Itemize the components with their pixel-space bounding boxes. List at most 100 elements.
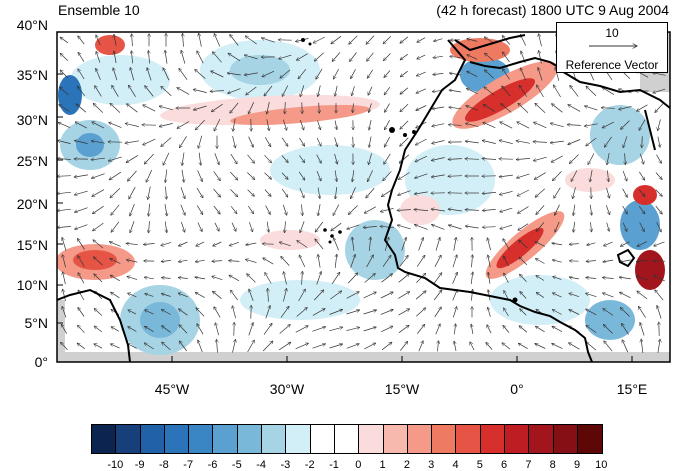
wind-vector [197,324,204,335]
wind-vector [78,273,85,284]
wind-vector [212,276,223,281]
wind-vector [654,241,665,246]
wind-vector [114,34,117,46]
wind-vector [319,102,320,114]
wind-vector [249,289,254,302]
wind-vector [380,226,394,228]
wind-vector [488,307,491,317]
wind-vector [550,141,564,143]
wind-vector [484,87,495,96]
wind-vector [351,187,356,198]
wind-vector [438,341,439,352]
wind-vector [318,254,321,268]
coastline-iberia [454,34,526,52]
colorbar-cell [529,425,554,453]
wind-vector [161,242,172,245]
wind-vector [536,222,545,232]
colorbar-tick-label: -9 [134,459,145,471]
wind-vector [504,291,509,300]
wind-vector [502,69,510,80]
wind-vector [179,241,188,246]
coastline-layer [57,34,670,362]
colorbar-tick-label: -5 [231,459,242,471]
anomaly-patch [270,145,390,195]
lat-label-10n: 10°N [16,277,48,293]
wind-vector [125,123,139,127]
wind-vector [60,70,69,79]
wind-vector [433,290,442,301]
anomaly-patch [345,220,405,280]
wind-vector [433,56,443,58]
wind-vector [416,71,426,76]
wind-vector [316,68,323,79]
wind-vector [605,205,609,214]
wind-vector [602,87,615,95]
wind-vector [300,85,305,96]
wind-vector [196,205,203,214]
wind-vector [415,291,426,300]
wind-vector [452,272,458,284]
wind-vector [217,339,218,353]
wind-vector [503,325,510,333]
island [308,42,312,46]
anomaly-patch [95,35,125,55]
wind-vector [330,291,341,300]
wind-vector [431,157,445,161]
wind-vector [248,102,255,114]
wind-vector [346,344,359,349]
wind-vector [363,310,377,315]
wind-vector [535,344,546,349]
wind-vector [213,291,222,299]
wind-vector [146,169,153,182]
colorbar-tick-label: -3 [280,459,291,471]
wind-vector [96,35,101,46]
wind-vector [534,172,546,180]
wind-vector [230,189,237,196]
wind-vector [148,51,149,64]
wind-vector [587,242,596,245]
wind-vector [212,52,222,63]
wind-vector [604,136,612,147]
wind-vector [535,242,546,247]
wind-vector [657,136,660,148]
wind-vector [622,188,628,198]
wind-vector [519,85,527,97]
wind-vector [110,103,121,113]
wind-vector [483,104,495,112]
wind-vector [432,225,445,230]
wind-vector [471,272,473,285]
wind-vector [434,255,441,268]
wind-vector [619,277,631,279]
wind-vector [590,204,591,215]
wind-vector [264,137,271,146]
wind-vector [368,86,373,95]
colorbar-cell [359,425,384,453]
wind-vector [195,69,206,79]
wind-vector [143,105,156,112]
wind-vector [586,342,597,351]
wind-vector [449,90,461,93]
wind-vector [213,205,220,214]
wind-vector [92,205,104,214]
wind-vector [59,105,70,112]
wind-vector [91,141,105,144]
colorbar-tick-label: -10 [107,459,124,471]
wind-vector [230,102,239,113]
wind-vector [62,255,66,268]
wind-vector [281,137,288,147]
lat-label-0: 0° [34,354,48,370]
wind-vector [93,222,104,231]
wind-vector [94,309,103,316]
wind-vector [75,224,88,230]
wind-vector [570,85,579,97]
wind-vector [552,310,562,315]
reference-vector-value: 10 [605,26,619,40]
wind-vector [178,293,188,298]
colorbar-tick-label: 6 [501,459,508,471]
wind-vector [109,122,122,128]
wind-vector [607,153,610,165]
wind-vector [75,207,88,213]
wind-vector [229,261,240,262]
wind-vector [93,257,103,266]
colorbar-cell [262,425,287,453]
